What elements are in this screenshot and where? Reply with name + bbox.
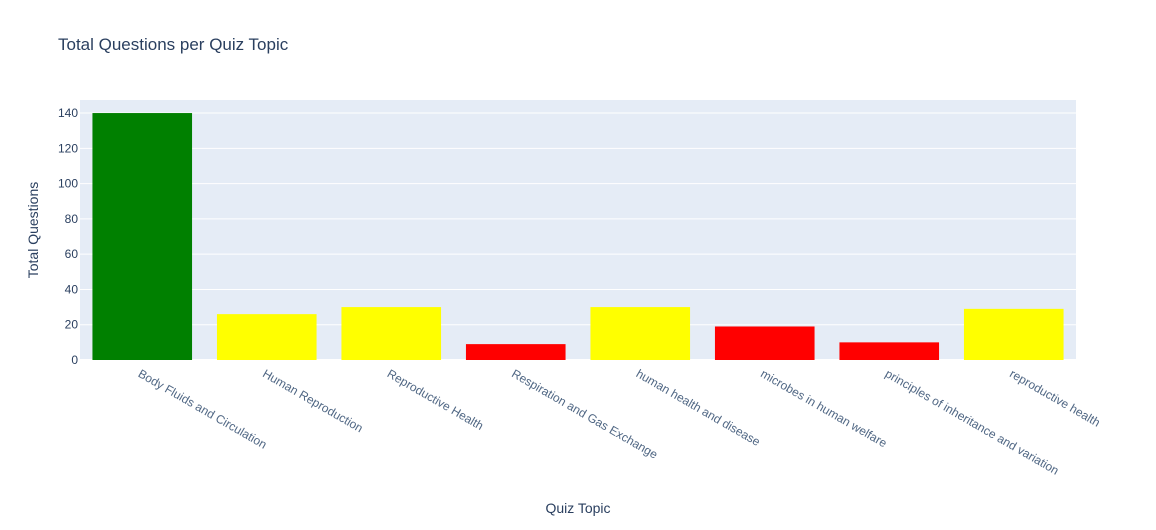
- bars: [92, 113, 1064, 360]
- chart-title: Total Questions per Quiz Topic: [58, 35, 289, 54]
- bar: [465, 344, 566, 360]
- bar: [341, 307, 442, 360]
- y-tick-label: 140: [58, 106, 78, 120]
- y-tick-label: 40: [65, 282, 79, 296]
- bar: [839, 342, 940, 360]
- y-tick-label: 80: [65, 212, 79, 226]
- bar: [92, 113, 193, 360]
- y-tick-label: 120: [58, 141, 78, 155]
- y-tick-label: 20: [65, 318, 79, 332]
- x-tick-label: human health and disease: [634, 366, 763, 449]
- bar: [963, 308, 1064, 360]
- y-axis-title: Total Questions: [25, 182, 41, 279]
- y-tick-label: 60: [65, 247, 79, 261]
- bar: [216, 314, 317, 360]
- x-tick-label: Body Fluids and Circulation: [136, 366, 270, 451]
- y-tick-label: 100: [58, 177, 78, 191]
- bar: [714, 326, 815, 360]
- x-tick-label: reproductive health: [1007, 366, 1102, 429]
- x-tick-label: Reproductive Health: [385, 366, 486, 432]
- x-tick-label: Human Reproduction: [260, 366, 365, 435]
- y-axis-ticks: 0 20 40 60 80 100 120 140: [58, 106, 78, 367]
- x-axis-title: Quiz Topic: [545, 500, 610, 516]
- y-tick-label: 0: [71, 353, 78, 367]
- bar: [590, 307, 691, 360]
- x-tick-label: microbes in human welfare: [758, 366, 889, 450]
